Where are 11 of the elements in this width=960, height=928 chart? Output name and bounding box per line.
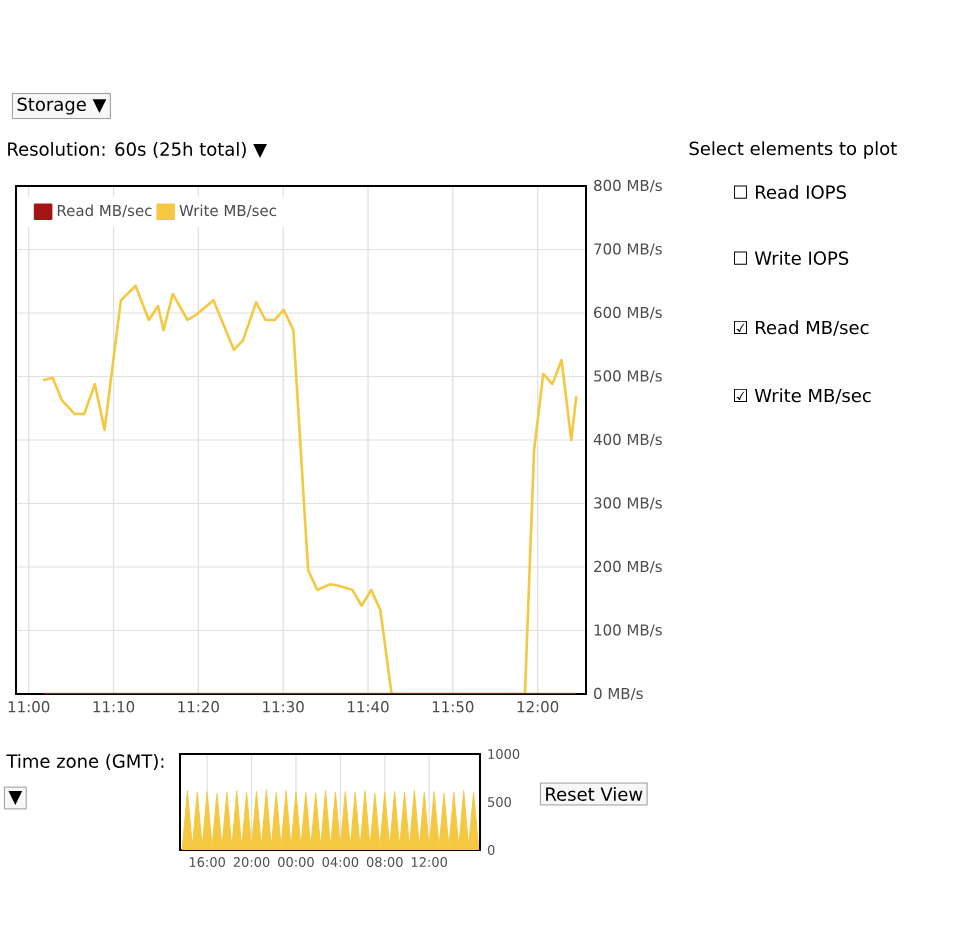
- text: Reset View: [546, 787, 643, 801]
- text: Storage ▼: [17, 97, 107, 115]
- text: Resolution: 60s (25h total) ▼: [8, 141, 267, 159]
- text: ☑ Write MB/sec: [734, 388, 871, 404]
- text: Time zone (GMT):: [6, 753, 164, 771]
- text: ▼: [8, 791, 23, 805]
- text: Select elements to plot: [689, 141, 897, 159]
- text: ☑ Read MB/sec: [734, 320, 869, 336]
- text: ☐ Read IOPS: [734, 185, 846, 199]
- line-series: [41, 284, 578, 695]
- text: ☐ Write IOPS: [734, 251, 849, 265]
